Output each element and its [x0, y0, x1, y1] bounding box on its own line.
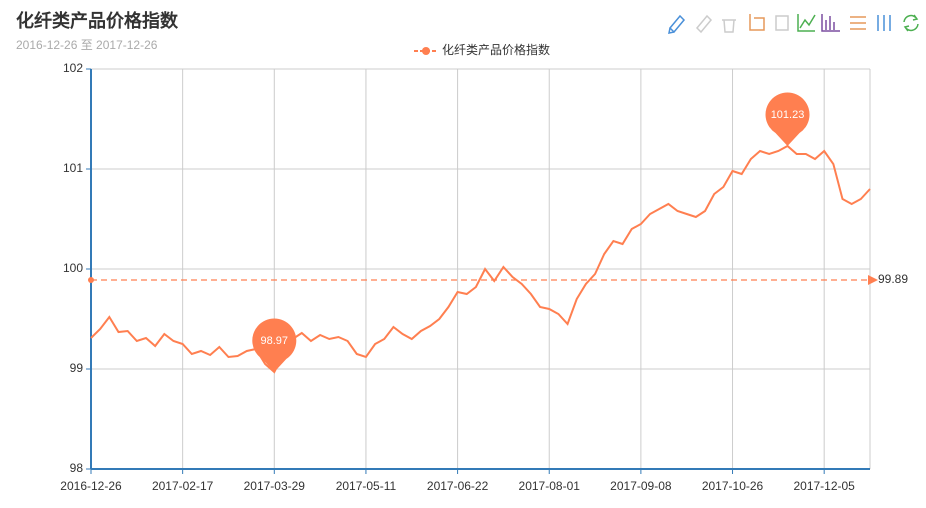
y-tick-label: 101 — [63, 161, 83, 175]
y-tick-label: 102 — [63, 61, 83, 75]
mark-tool[interactable] — [668, 14, 686, 34]
x-tick-label: 2017-03-29 — [244, 479, 306, 493]
zoom-tool[interactable] — [749, 14, 765, 31]
stack-tool[interactable] — [850, 16, 866, 30]
clear-mark-tool[interactable] — [722, 19, 736, 33]
x-tick-label: 2017-08-01 — [519, 479, 581, 493]
x-tick-label: 2017-10-26 — [702, 479, 764, 493]
legend-label: 化纤类产品价格指数 — [442, 42, 550, 57]
chart-title: 化纤类产品价格指数 — [16, 10, 179, 31]
toolbox — [668, 14, 919, 34]
mark-label: 98.97 — [261, 335, 289, 347]
x-tick-label: 2017-06-22 — [427, 479, 489, 493]
x-tick-label: 2017-09-08 — [610, 479, 672, 493]
zoom-reset-tool[interactable] — [775, 15, 789, 31]
x-tick-label: 2017-02-17 — [152, 479, 214, 493]
legend-marker — [422, 47, 430, 55]
mark-point: 101.23 — [765, 92, 810, 146]
x-tick-label: 2016-12-26 — [60, 479, 122, 493]
tiled-tool[interactable] — [877, 15, 891, 31]
restore-tool[interactable] — [903, 14, 919, 32]
mark-pin — [252, 318, 297, 372]
y-tick-label: 99 — [70, 361, 84, 375]
average-start — [88, 277, 94, 283]
average-label: 99.89 — [878, 272, 908, 286]
chart-subtitle: 2016-12-26 至 2017-12-26 — [16, 38, 158, 52]
y-tick-label: 100 — [63, 261, 83, 275]
undo-mark-tool[interactable] — [695, 14, 713, 34]
x-tick-label: 2017-12-05 — [793, 479, 855, 493]
average-arrow — [868, 275, 878, 285]
mark-pin — [765, 92, 810, 146]
x-tick-label: 2017-05-11 — [336, 479, 397, 493]
data-line — [90, 144, 871, 374]
line-tool[interactable] — [797, 14, 816, 32]
mark-label: 101.23 — [771, 109, 805, 121]
mark-point: 98.97 — [252, 318, 297, 372]
y-tick-label: 98 — [70, 461, 84, 475]
bar-tool[interactable] — [821, 14, 840, 32]
